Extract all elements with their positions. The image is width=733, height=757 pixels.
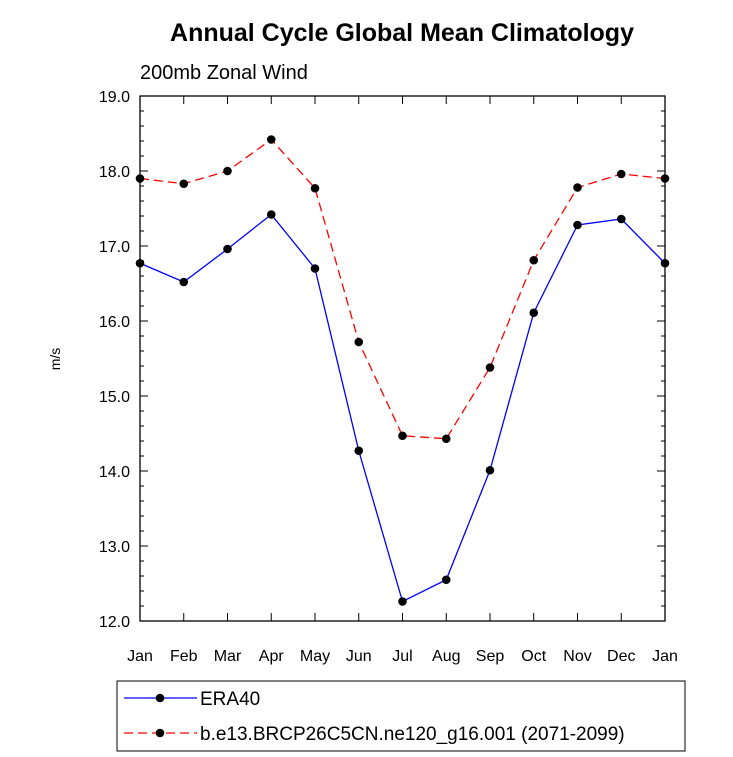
legend-label: b.e13.BRCP26C5CN.ne120_g16.001 (2071-209… xyxy=(200,724,625,745)
data-point xyxy=(354,337,364,347)
y-tick-label: 13.0 xyxy=(99,539,130,556)
chart-title: Annual Cycle Global Mean Climatology xyxy=(170,19,634,47)
data-point xyxy=(616,169,626,179)
legend: ERA40 b.e13.BRCP26C5CN.ne120_g16.001 (207… xyxy=(116,680,686,752)
x-tick-label: May xyxy=(300,648,330,665)
x-tick-label: Feb xyxy=(170,648,198,665)
data-point xyxy=(398,431,407,441)
data-point xyxy=(266,135,276,144)
data-point xyxy=(310,183,320,193)
x-tick-label: Aug xyxy=(432,648,460,665)
plot-frame xyxy=(139,95,666,622)
data-point xyxy=(179,277,189,287)
legend-label: ERA40 xyxy=(200,689,260,710)
series-2 xyxy=(135,135,670,444)
tick-labels: 12.0 13.0 14.0 15.0 16.0 17.0 18.0 19.0 Jan Feb Ma… xyxy=(99,89,678,665)
x-tick-label: Sep xyxy=(476,648,505,665)
data-point xyxy=(135,258,145,268)
x-tick-label: Jan xyxy=(652,648,678,665)
data-point xyxy=(616,214,626,224)
y-tick-label: 15.0 xyxy=(99,389,130,406)
y-axis-label: m/s xyxy=(47,348,63,371)
data-point xyxy=(529,255,539,265)
x-tick-label: Apr xyxy=(259,648,285,665)
x-tick-label: Oct xyxy=(521,648,546,665)
series-line xyxy=(139,213,666,603)
data-point xyxy=(485,363,495,372)
data-point xyxy=(441,575,451,585)
axis-ticks xyxy=(139,95,666,622)
x-tick-label: Jan xyxy=(127,648,153,665)
data-point xyxy=(266,210,276,219)
data-point xyxy=(529,308,539,318)
data-point xyxy=(485,465,495,475)
x-tick-label: Dec xyxy=(607,648,635,665)
x-tick-label: Nov xyxy=(563,648,591,665)
y-tick-label: 18.0 xyxy=(99,164,130,181)
y-tick-label: 19.0 xyxy=(99,89,130,106)
data-point xyxy=(660,258,670,268)
y-tick-label: 17.0 xyxy=(99,239,130,256)
series-layer xyxy=(135,135,670,606)
y-tick-label: 14.0 xyxy=(99,464,130,481)
y-tick-label: 16.0 xyxy=(99,314,130,331)
y-tick-label: 12.0 xyxy=(99,614,130,631)
data-point xyxy=(223,244,232,254)
legend-marker xyxy=(155,728,165,738)
data-point xyxy=(398,597,407,606)
x-tick-label: Mar xyxy=(214,648,242,665)
legend-marker xyxy=(155,693,165,703)
data-point xyxy=(660,174,670,183)
data-point xyxy=(573,220,582,230)
data-point xyxy=(223,166,232,176)
data-point xyxy=(135,174,145,183)
legend-box xyxy=(116,680,686,752)
data-point xyxy=(310,264,320,273)
chart-subtitle: 200mb Zonal Wind xyxy=(140,62,308,84)
series-1 xyxy=(135,210,670,606)
x-tick-label: Jul xyxy=(392,648,412,665)
data-point xyxy=(179,179,189,189)
data-point xyxy=(354,446,364,456)
x-tick-label: Jun xyxy=(346,648,372,665)
data-point xyxy=(573,183,582,192)
series-line xyxy=(139,138,666,440)
data-point xyxy=(441,434,451,444)
